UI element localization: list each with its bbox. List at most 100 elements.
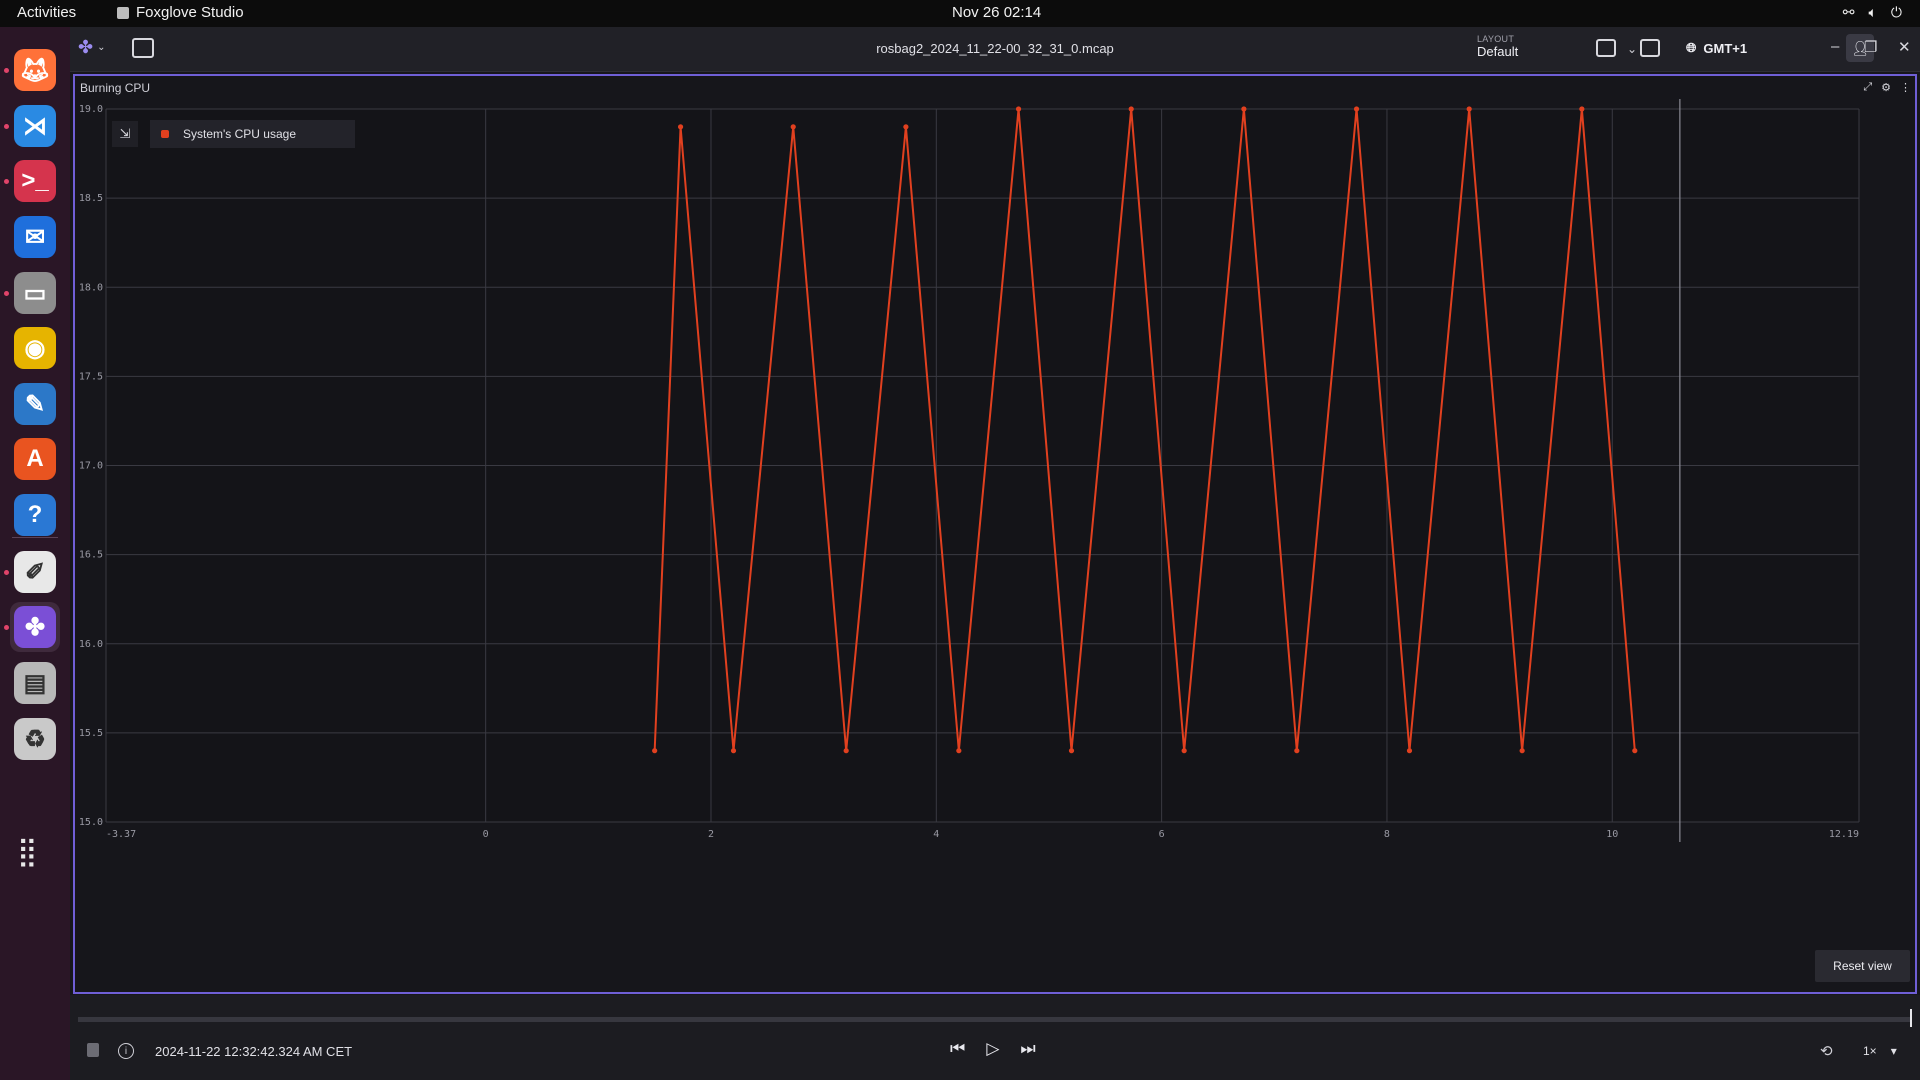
- data-point: [1181, 748, 1187, 754]
- line-chart[interactable]: 19.0 18.5 18.0 17.5 17.0 16.5 16.0 15.5 15.0-3.3…: [75, 76, 1915, 992]
- running-indicator: [4, 179, 9, 184]
- y-tick-label: 17.5: [79, 371, 103, 382]
- playback-timestamp[interactable]: 2024-11-22 12:32:42.324 AM CET: [155, 1044, 353, 1059]
- seek-forward-icon[interactable]: ⏭: [1020, 1039, 1036, 1058]
- running-indicator: [4, 68, 9, 73]
- dock-item[interactable]: ✎: [10, 379, 60, 429]
- app-menu-icon: [117, 6, 129, 19]
- chevron-down-icon: ⌄: [97, 42, 106, 53]
- data-point: [1466, 106, 1472, 112]
- data-point: [1406, 748, 1413, 754]
- dock-item[interactable]: ⋊: [10, 101, 60, 151]
- clock[interactable]: Nov 26 02:14: [952, 4, 1042, 21]
- writer-icon: ✎: [14, 383, 56, 425]
- panel-controls: ⤢ ⚙ ⋮: [1863, 81, 1911, 94]
- data-point: [790, 124, 796, 130]
- playback-speed[interactable]: 1× ▾: [1863, 1044, 1897, 1058]
- timeline-cursor[interactable]: [1910, 1009, 1912, 1027]
- data-point: [677, 124, 684, 130]
- dock-item[interactable]: A: [10, 434, 60, 484]
- y-tick-label: 15.5: [79, 728, 103, 739]
- data-point: [1353, 106, 1360, 112]
- y-tick-label: 18.0: [79, 282, 103, 293]
- foxglove-icon: ✤: [14, 606, 56, 648]
- speed-value: 1×: [1863, 1044, 1877, 1058]
- data-point: [652, 748, 658, 754]
- dock-item[interactable]: ◉: [10, 323, 60, 373]
- legend-collapse-button[interactable]: ⇲: [112, 121, 138, 147]
- apps-grid-icon[interactable]: ⣿: [17, 836, 38, 867]
- playback-controls: i 2024-11-22 12:32:42.324 AM CET ⏮ ▷ ⏭ ⟲…: [70, 995, 1920, 1080]
- dock-item[interactable]: >_: [10, 156, 60, 206]
- dock-item[interactable]: ?: [10, 490, 60, 540]
- user-button[interactable]: 👤︎: [1846, 34, 1874, 62]
- text-editor-icon: ✐: [14, 551, 56, 593]
- activities-button[interactable]: Activities: [17, 4, 77, 21]
- firefox-icon: 🦊︎: [14, 49, 56, 91]
- dock-item[interactable]: ▤: [10, 658, 60, 708]
- dock-item[interactable]: ▭: [10, 268, 60, 318]
- data-point: [1579, 106, 1585, 112]
- running-indicator: [4, 291, 9, 296]
- dock-item[interactable]: ✉: [10, 212, 60, 262]
- loop-icon[interactable]: ⟲: [1820, 1043, 1833, 1060]
- x-tick-label: 6: [1159, 829, 1165, 840]
- rhythmbox-icon: ◉: [14, 327, 56, 369]
- maximize-icon[interactable]: ❐: [1864, 39, 1878, 56]
- x-tick-label: 10: [1606, 829, 1618, 840]
- foxglove-logo-icon: ✤: [78, 37, 94, 57]
- dock-item[interactable]: ✤: [10, 602, 60, 652]
- play-icon[interactable]: ▷: [986, 1039, 1000, 1058]
- y-tick-label: 16.0: [79, 639, 103, 650]
- data-point: [1632, 748, 1638, 754]
- legend-swatch: [161, 130, 169, 138]
- data-point: [1294, 748, 1300, 754]
- legend[interactable]: System's CPU usage: [150, 120, 355, 148]
- legend-label: System's CPU usage: [183, 127, 296, 141]
- gear-icon[interactable]: ⚙: [1881, 82, 1891, 94]
- plot-panel[interactable]: 19.0 18.5 18.0 17.5 17.0 16.5 16.0 15.5 15.0 -3.3…: [73, 74, 1917, 994]
- x-tick-label: 0: [483, 829, 489, 840]
- user-icon: 👤︎: [1851, 39, 1869, 56]
- left-sidebar-toggle-icon[interactable]: [1596, 39, 1616, 57]
- app-menu[interactable]: Foxglove Studio: [117, 4, 244, 21]
- trash-icon: ♻: [14, 718, 56, 760]
- terminal-icon: >_: [14, 160, 56, 202]
- x-tick-label: -3.37: [106, 829, 136, 840]
- timezone-selector[interactable]: 🌐︎ GMT+1: [1686, 40, 1747, 56]
- timeline-scrubber[interactable]: [78, 1017, 1912, 1022]
- y-tick-label: 15.0: [79, 817, 103, 828]
- reset-view-button[interactable]: Reset view: [1815, 950, 1910, 982]
- layout-selector[interactable]: LAYOUT Default ⌄: [1477, 34, 1637, 64]
- running-indicator: [4, 625, 9, 630]
- dock-item[interactable]: 🦊︎: [10, 45, 60, 95]
- data-point: [956, 748, 962, 754]
- dock-item[interactable]: ✐: [10, 547, 60, 597]
- volume-icon: 🔈︎: [1868, 4, 1877, 20]
- dock-item[interactable]: ♻: [10, 714, 60, 764]
- app-menu-button[interactable]: ✤ ⌄: [78, 37, 105, 58]
- running-indicator: [4, 124, 9, 129]
- more-options-icon[interactable]: ⋮: [1900, 82, 1911, 94]
- seek-backward-icon[interactable]: ⏮: [950, 1039, 966, 1058]
- thunderbird-icon: ✉: [14, 216, 56, 258]
- right-sidebar-toggle-icon[interactable]: [1640, 39, 1660, 57]
- info-icon[interactable]: i: [118, 1043, 134, 1059]
- panel-title: Burning CPU: [80, 81, 151, 95]
- network-icon: ⚯: [1842, 4, 1855, 20]
- x-tick-label: 12.19: [1829, 829, 1859, 840]
- add-panel-icon[interactable]: [132, 38, 154, 58]
- app-center-icon: A: [14, 438, 56, 480]
- close-icon[interactable]: ✕: [1898, 39, 1911, 56]
- y-tick-label: 17.0: [79, 461, 103, 472]
- system-tray[interactable]: ⚯ 🔈︎ ⏻: [1843, 4, 1902, 21]
- timezone-value: GMT+1: [1703, 40, 1748, 56]
- dock-separator: [12, 537, 58, 538]
- bookmark-icon[interactable]: [87, 1043, 99, 1057]
- data-point: [1128, 106, 1134, 112]
- minimize-icon[interactable]: –: [1831, 38, 1840, 55]
- data-point: [1519, 748, 1525, 754]
- fullscreen-icon[interactable]: ⤢: [1863, 81, 1873, 93]
- data-source-title: rosbag2_2024_11_22-00_32_31_0.mcap: [876, 41, 1114, 56]
- foxglove-window: ✤ ⌄ rosbag2_2024_11_22-00_32_31_0.mcap L…: [70, 27, 1920, 1080]
